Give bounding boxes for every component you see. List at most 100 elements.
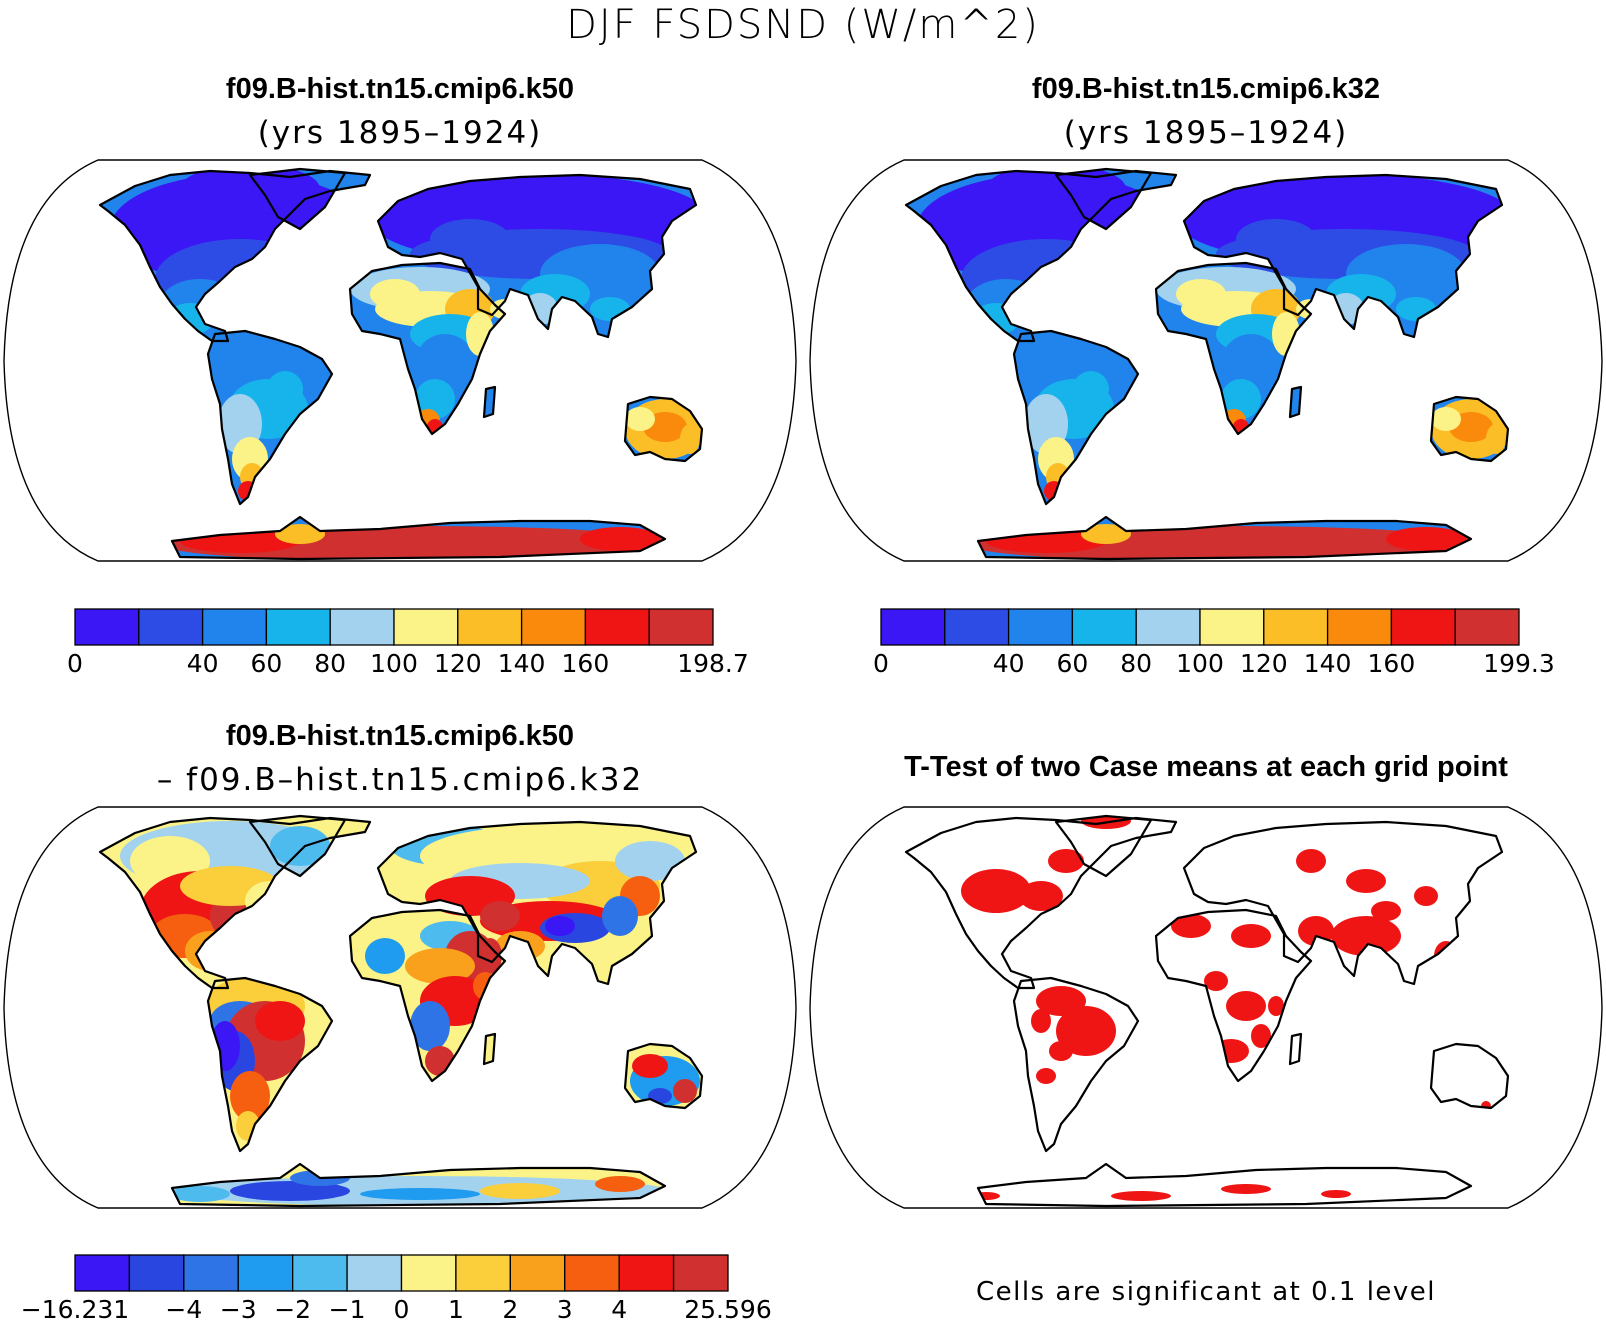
colorbar-tick-label: 60: [250, 649, 282, 678]
colorbar-tick-label: 120: [1240, 649, 1288, 678]
coastline-antarctica: [170, 515, 667, 561]
panel-case1-title: f09.B-hist.tn15.cmip6.k50: [225, 73, 575, 105]
colorbar-tick-label: 40: [187, 649, 219, 678]
colorbar-box: [564, 1254, 620, 1292]
diff-contour: [270, 826, 330, 866]
colorbar-box: [138, 608, 204, 646]
significant-cell: [1036, 1068, 1056, 1084]
coastline-samerica: [206, 329, 334, 506]
diff-contour: [595, 1176, 645, 1192]
colorbar-tick-label: 1: [448, 1295, 464, 1324]
colorbar-box: [1326, 608, 1393, 646]
significant-cell: [972, 1192, 1000, 1200]
panel-case2-title: f09.B-hist.tn15.cmip6.k32: [1031, 73, 1381, 105]
field-contour: [625, 407, 655, 431]
significant-cell: [1171, 914, 1211, 938]
significant-cell: [1346, 869, 1386, 893]
diff-contour: [615, 841, 685, 881]
coastline-greenland: [248, 167, 347, 231]
colorbar-tick-label: 0: [394, 1295, 410, 1324]
colorbar-box: [1390, 608, 1456, 646]
field-contour: [1176, 279, 1226, 309]
significant-cell: [1481, 1101, 1491, 1111]
significant-cell: [1048, 849, 1084, 873]
colorbar-tick-label: 160: [1368, 649, 1416, 678]
field-contour: [972, 303, 1020, 335]
coastline-madagascar: [482, 1032, 497, 1066]
field-contour: [267, 371, 303, 407]
significance-footnote: Cells are significant at 0.1 level: [975, 1277, 1437, 1307]
diff-contour: [236, 1111, 260, 1141]
significant-cell: [1268, 996, 1284, 1016]
colorbar-box: [584, 608, 650, 646]
colorbar-tick-label: −2: [274, 1295, 311, 1324]
significant-cell: [1298, 916, 1334, 946]
diff-contour: [495, 931, 545, 961]
colorbar-tick-label: −1: [329, 1295, 366, 1324]
diff-contour: [545, 916, 575, 936]
colorbar-tick-label: 2: [502, 1295, 518, 1324]
significant-cell: [1049, 1041, 1073, 1061]
field-contour: [590, 297, 630, 321]
colorbar-box: [1007, 608, 1074, 646]
map-ttest: [809, 806, 1603, 1209]
colorbar-box: [520, 608, 587, 646]
diff-contour: [473, 972, 497, 1000]
field-contour: [1326, 274, 1396, 314]
colorbar-tick-label: 160: [562, 649, 610, 678]
panel-case2-subtitle: (yrs 1895–1924): [1063, 115, 1349, 151]
field-contour: [275, 524, 325, 544]
diff-contour: [170, 1186, 230, 1202]
diff-contour: [410, 1001, 450, 1051]
map-diff: [3, 806, 797, 1209]
land-fill: [100, 169, 702, 559]
colorbar-tick-label: −16.231: [21, 1295, 129, 1324]
colorbar-tick-label: 100: [370, 649, 418, 678]
colorbar-tick-label: 3: [557, 1295, 573, 1324]
colorbar-box: [74, 608, 140, 646]
coastline-greenland: [248, 814, 347, 878]
coastline-antarctica: [976, 1162, 1473, 1208]
coastline-eurasia: [376, 173, 698, 339]
significant-cell: [1251, 1024, 1271, 1048]
coastline-australia: [623, 1042, 704, 1110]
coastline-madagascar: [1288, 385, 1303, 419]
diff-contour: [478, 938, 502, 974]
significant-cell: [1221, 1184, 1271, 1194]
field-contour: [370, 279, 420, 309]
colorbar-box: [1263, 608, 1329, 646]
panel-case1-subtitle: (yrs 1895–1924): [257, 115, 543, 151]
map-case2: [809, 159, 1603, 562]
field-contour: [1073, 371, 1109, 407]
diff-contour: [480, 1183, 560, 1199]
field-contour: [430, 219, 510, 259]
diff-contour: [230, 1071, 270, 1121]
significant-cell: [1331, 916, 1401, 956]
coastline-australia: [1429, 1042, 1510, 1110]
field-contour: [1486, 424, 1506, 454]
coastline-eurasia: [376, 820, 698, 986]
field-contour: [1431, 407, 1461, 431]
colorbar-box: [329, 608, 395, 646]
colorbar-box: [1199, 608, 1265, 646]
coastline-samerica: [206, 976, 334, 1153]
colorbar-tick-label: 80: [314, 649, 346, 678]
colorbar-tick-label: 140: [1304, 649, 1352, 678]
significant-cell: [1414, 886, 1438, 906]
diff-contour: [602, 896, 638, 936]
colorbar-box: [128, 1254, 185, 1292]
coastline-namerica: [904, 169, 1178, 343]
significant-cell: [1231, 924, 1271, 948]
colorbar-box: [672, 1254, 729, 1292]
colorbar-tick-label: 198.7: [677, 649, 749, 678]
map-frame: [3, 806, 797, 1209]
significant-cell: [1296, 849, 1326, 873]
coastline-madagascar: [482, 385, 497, 419]
colorbar-box: [455, 1254, 511, 1292]
diff-contour: [365, 938, 405, 974]
panel-diff-subtitle: – f09.B–hist.tn15.cmip6.k32: [156, 762, 644, 798]
panel-diff-title: f09.B-hist.tn15.cmip6.k50: [225, 720, 575, 752]
panel-ttest-title: T-Test of two Case means at each grid po…: [904, 751, 1508, 783]
colorbar-box: [1454, 608, 1520, 646]
field-contour: [415, 379, 455, 419]
